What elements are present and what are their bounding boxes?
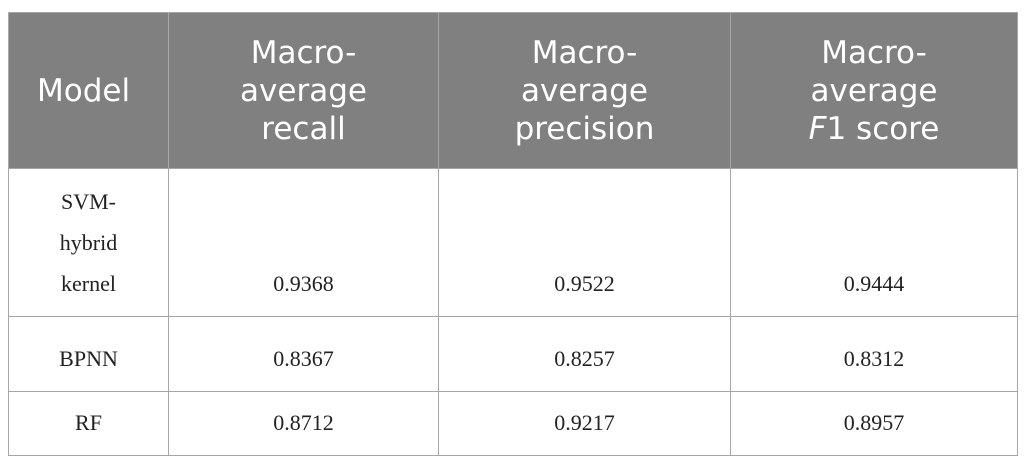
results-table: Model Macro-average recall Macro-average p… (8, 12, 1018, 456)
value-cell: 0.9368 (168, 168, 439, 317)
header-cell: Macro-average precision (438, 12, 731, 169)
header-row: Model Macro-average recall Macro-average p… (8, 12, 1018, 169)
header-cell: Model (8, 12, 169, 169)
header-text-part: Macro-average (810, 34, 938, 109)
value: 0.8312 (843, 346, 905, 371)
value-cell: 0.8957 (730, 391, 1018, 456)
header-text: Macro-average F1 score (789, 34, 959, 148)
model-cell: BPNN (8, 316, 169, 392)
table-row: BPNN 0.8367 0.8257 0.8312 (8, 316, 1018, 392)
table-row: RF 0.8712 0.9217 0.8957 (8, 391, 1018, 456)
header-cell: Macro-average F1 score (730, 12, 1018, 169)
header-text: Model (37, 72, 207, 110)
value-cell: 0.8257 (438, 316, 731, 392)
model-name: SVM-hybrid kernel (59, 189, 118, 296)
value: 0.9444 (843, 271, 905, 296)
value-cell: 0.9217 (438, 391, 731, 456)
value: 0.8257 (554, 346, 615, 371)
value-cell: 0.8367 (168, 316, 439, 392)
header-text-part: Macro-average precision (514, 34, 655, 147)
table-row: SVM-hybrid kernel 0.9368 0.9522 0.9444 (8, 168, 1018, 317)
value-cell: 0.8312 (730, 316, 1018, 392)
value: 0.9522 (554, 271, 615, 296)
value: 0.8712 (273, 410, 334, 435)
header-text: Macro-average recall (219, 34, 389, 148)
header-cell: Macro-average recall (168, 12, 439, 169)
value: 0.9368 (273, 271, 334, 296)
value: 0.8957 (843, 410, 905, 435)
value-cell: 0.9444 (730, 168, 1018, 317)
table-body: SVM-hybrid kernel 0.9368 0.9522 0.9444 BPNN 0… (8, 168, 1018, 456)
header-text: Macro-average precision (500, 34, 670, 148)
header-text-part: Macro-average recall (240, 34, 367, 147)
header-text-part: Model (37, 72, 131, 109)
value: 0.8367 (273, 346, 334, 371)
value-cell: 0.8712 (168, 391, 439, 456)
value: 0.9217 (554, 410, 615, 435)
model-name: BPNN (59, 346, 118, 371)
model-cell: RF (8, 391, 169, 456)
header-text-part: F (808, 110, 827, 147)
model-cell: SVM-hybrid kernel (8, 168, 169, 317)
model-name: RF (75, 410, 102, 435)
value-cell: 0.9522 (438, 168, 731, 317)
header-text-part: 1 score (826, 110, 940, 147)
